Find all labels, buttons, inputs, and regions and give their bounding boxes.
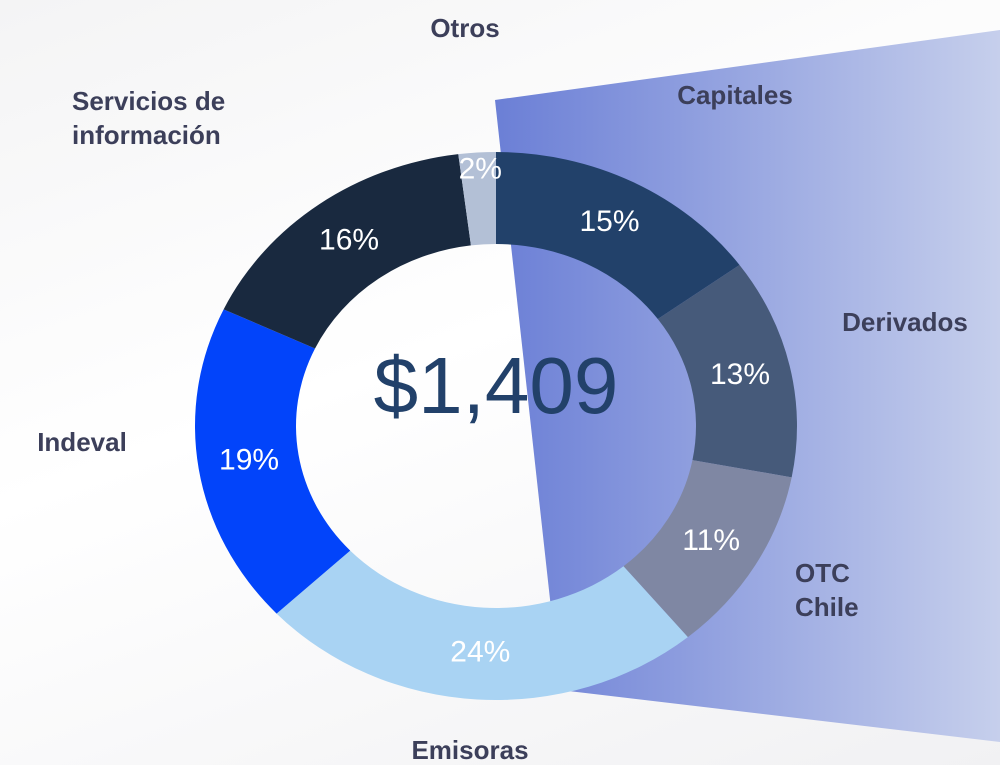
donut-slice [276,550,688,701]
donut-slice [623,460,792,638]
donut-slice [657,264,797,478]
value-label: 13% [710,358,770,391]
value-label: 16% [319,223,379,256]
category-label: Otros [430,13,500,43]
value-label: 19% [219,444,279,477]
category-label: Indeval [37,427,127,457]
center-label: $1,409 [374,341,619,430]
category-label: OTC Chile [795,558,859,622]
category-label: Derivados [842,307,968,337]
value-label: 2% [459,152,502,185]
value-label: 24% [450,635,510,668]
donut-slice [223,154,471,349]
value-label: 15% [579,205,639,238]
donut-slice [194,309,351,614]
category-label: Emisoras [411,735,529,765]
value-label: 11% [682,524,740,557]
donut-slice [458,152,496,246]
category-label: Capitales [677,80,793,110]
category-label: Servicios de información [72,86,226,150]
donut-slice [496,152,740,320]
